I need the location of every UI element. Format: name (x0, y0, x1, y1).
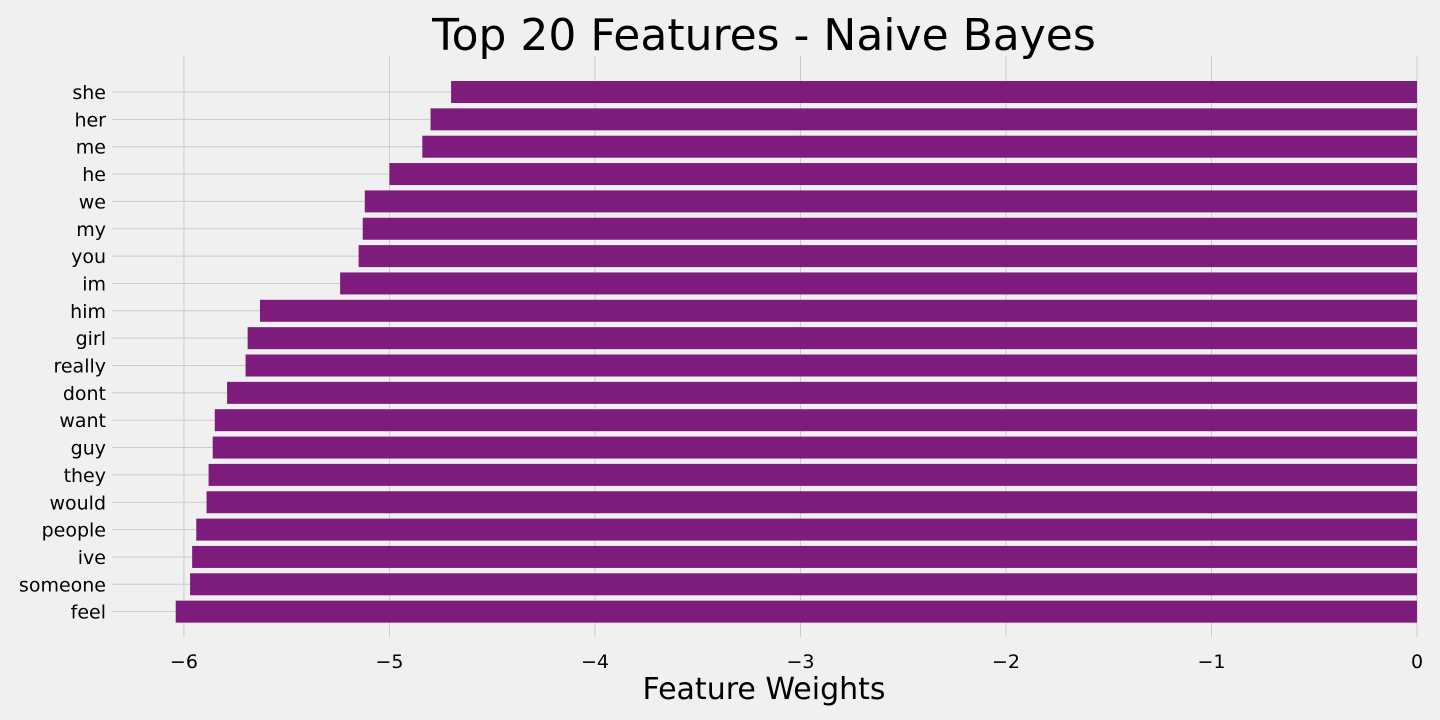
x-tick-label: −6 (170, 651, 198, 673)
x-tick-label: −4 (581, 651, 609, 673)
bar-girl (247, 327, 1417, 350)
bar-they (208, 463, 1417, 486)
x-axis-label: Feature Weights (642, 672, 885, 707)
bar-she (451, 81, 1417, 103)
y-tick-label-girl: girl (76, 328, 106, 350)
x-tick-label: −1 (1197, 651, 1225, 673)
y-tick-label-he: he (82, 164, 106, 186)
bar-we (364, 190, 1417, 213)
y-tick-label-really: really (53, 356, 106, 378)
y-tick-label-we: we (79, 191, 106, 213)
y-tick-label-me: me (76, 137, 106, 159)
bar-people (196, 518, 1417, 541)
bar-him (259, 299, 1417, 322)
y-tick-label-someone: someone (19, 574, 106, 596)
x-tick-labels: −6 −5 −4 −3 −2 −1 0 (170, 651, 1423, 673)
bar-me (422, 135, 1417, 158)
y-tick-label-they: they (64, 465, 106, 487)
y-tick-label-people: people (42, 520, 106, 542)
y-tick-label-feel: feel (71, 602, 106, 624)
bar-he (389, 163, 1418, 186)
bar-dont (227, 381, 1417, 404)
bar-ive (192, 545, 1417, 568)
bar-her (430, 108, 1417, 131)
x-tick-label: 0 (1411, 651, 1423, 673)
y-tick-label-im: im (82, 273, 106, 295)
bar-my (362, 217, 1418, 240)
bar-really (245, 354, 1418, 377)
chart-title: Top 20 Features - Naive Bayes (431, 10, 1096, 61)
y-tick-label-him: him (70, 301, 106, 323)
bar-guy (212, 436, 1417, 459)
bars (175, 81, 1418, 623)
y-tick-label-her: her (74, 109, 106, 131)
y-tick-label-want: want (59, 410, 106, 432)
y-tick-label-ive: ive (78, 547, 106, 569)
y-tick-label-dont: dont (63, 383, 106, 405)
y-tick-label-would: would (49, 492, 106, 514)
y-tick-label-guy: guy (71, 438, 106, 460)
bar-would (206, 491, 1418, 514)
y-tick-labels: she her me he we my you im him girl really dont want… (19, 82, 106, 624)
bar-you (358, 245, 1418, 268)
y-tick-label-my: my (76, 219, 106, 241)
bar-someone (190, 573, 1417, 596)
y-tick-label-you: you (71, 246, 106, 268)
y-tick-label-she: she (72, 82, 106, 104)
bar-want (214, 409, 1418, 432)
x-tick-label: −5 (375, 651, 403, 673)
x-tick-label: −2 (992, 651, 1020, 673)
bar-im (340, 272, 1417, 295)
bar-feel (175, 600, 1418, 623)
x-tick-label: −3 (786, 651, 814, 673)
